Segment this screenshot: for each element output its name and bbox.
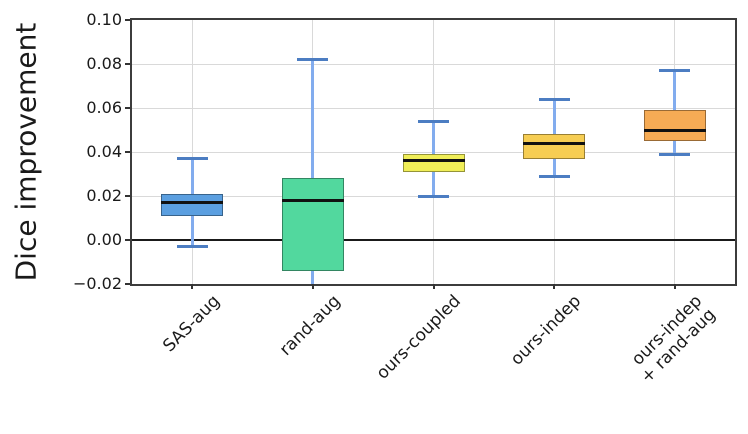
box-ours-coupled — [402, 154, 465, 172]
zero-line — [132, 239, 735, 241]
lower-whisker — [552, 158, 556, 177]
x-tick-label: SAS-aug — [158, 291, 224, 357]
x-tick-label: ours-indep + rand-aug — [627, 291, 720, 388]
upper-whisker-cap — [418, 119, 449, 123]
y-tick-label: 0.08 — [86, 54, 122, 73]
x-tick-label: ours-coupled — [372, 291, 465, 384]
y-tick-label: 0.00 — [86, 230, 122, 249]
upper-whisker — [190, 158, 194, 194]
y-tick-mark — [125, 195, 130, 197]
median-line — [161, 201, 224, 205]
y-tick-label: 0.04 — [86, 142, 122, 161]
median-line — [523, 141, 586, 145]
box-rand-aug — [281, 178, 344, 271]
upper-whisker-cap — [297, 58, 329, 62]
x-tick-label: ours-indep — [507, 291, 586, 370]
box-ours-indep — [523, 134, 586, 159]
upper-whisker — [673, 70, 677, 111]
median-line — [643, 128, 706, 132]
median-line — [281, 198, 344, 202]
y-tick-mark — [125, 239, 130, 241]
lower-whisker — [673, 141, 677, 155]
lower-whisker-cap — [418, 194, 449, 198]
y-tick-mark — [125, 63, 130, 65]
x-tick-mark — [553, 284, 556, 289]
x-tick-label: rand-aug — [275, 291, 345, 360]
upper-whisker — [311, 59, 315, 179]
lower-whisker — [190, 215, 194, 247]
upper-whisker-cap — [659, 69, 691, 73]
y-tick-label: −0.02 — [72, 274, 122, 293]
y-tick-mark — [125, 151, 130, 153]
x-tick-mark — [311, 284, 314, 289]
upper-whisker — [432, 121, 435, 155]
box-sas-aug — [161, 193, 224, 216]
box-ours-indep-rand-aug — [643, 110, 706, 141]
upper-whisker-cap — [538, 97, 570, 101]
median-line — [402, 159, 465, 163]
y-tick-mark — [125, 107, 130, 109]
x-tick-mark — [673, 284, 676, 289]
y-tick-label: 0.10 — [86, 10, 122, 29]
lower-whisker-cap — [659, 152, 691, 156]
lower-whisker — [311, 270, 315, 284]
lower-whisker-cap — [538, 174, 570, 178]
y-tick-label: 0.06 — [86, 98, 122, 117]
upper-whisker-cap — [176, 157, 208, 161]
lower-whisker — [432, 171, 435, 196]
y-tick-mark — [125, 283, 130, 285]
x-tick-mark — [432, 284, 435, 289]
x-tick-mark — [191, 284, 194, 289]
upper-whisker — [552, 99, 556, 135]
plot-area — [130, 18, 737, 286]
lower-whisker-cap — [176, 245, 208, 249]
grid-line-vertical — [191, 20, 193, 284]
y-tick-label: 0.02 — [86, 186, 122, 205]
y-tick-mark — [125, 19, 130, 21]
